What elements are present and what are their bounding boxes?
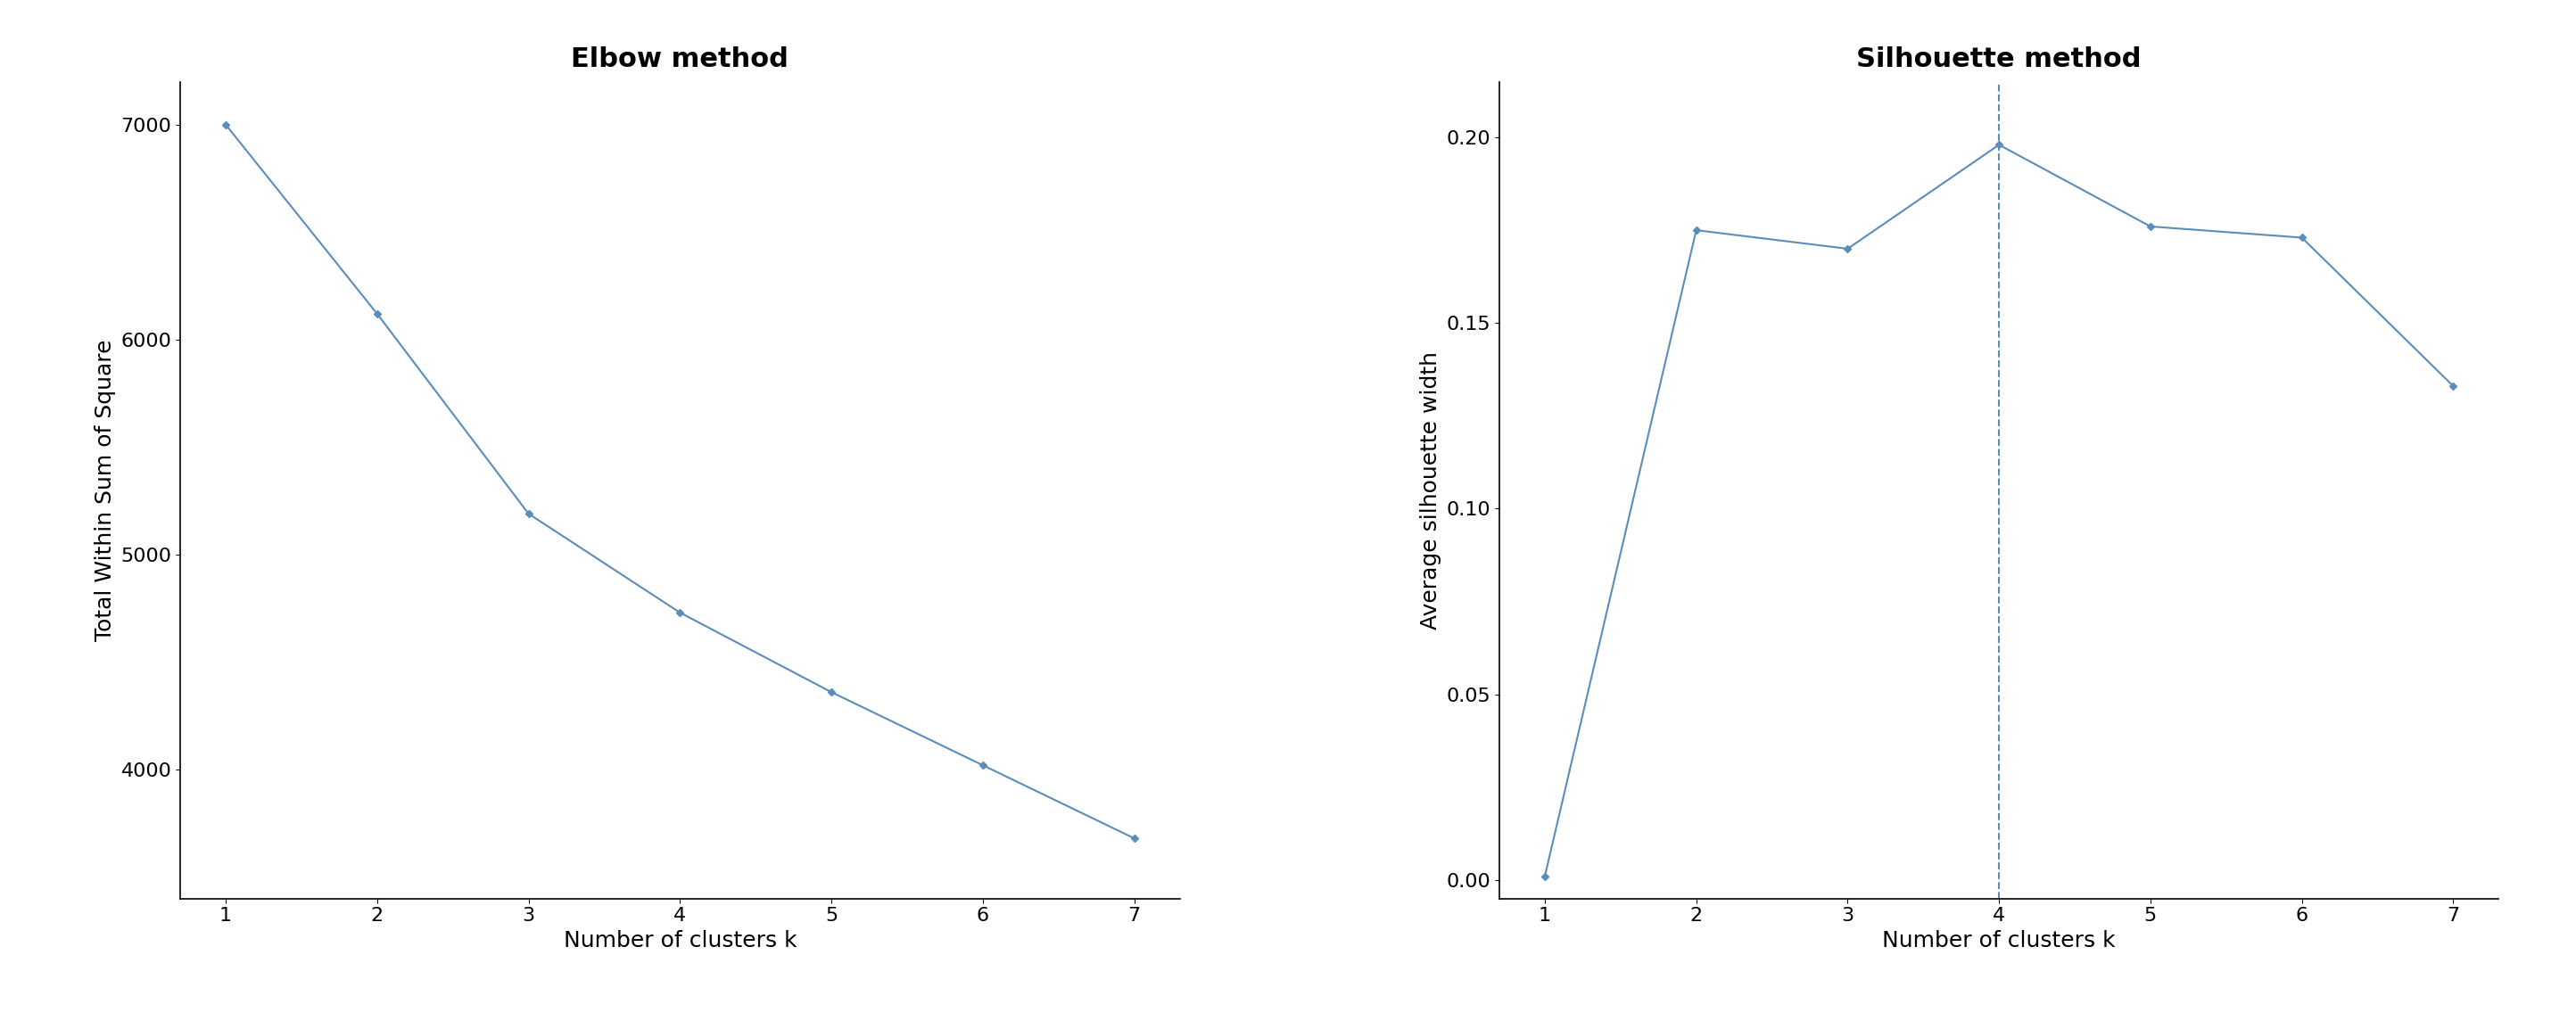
Title: Silhouette method: Silhouette method <box>1857 46 2141 72</box>
Y-axis label: Average silhouette width: Average silhouette width <box>1419 351 1443 629</box>
Title: Elbow method: Elbow method <box>572 46 788 72</box>
X-axis label: Number of clusters k: Number of clusters k <box>1883 930 2115 952</box>
X-axis label: Number of clusters k: Number of clusters k <box>564 930 796 952</box>
Y-axis label: Total Within Sum of Square: Total Within Sum of Square <box>95 339 116 641</box>
